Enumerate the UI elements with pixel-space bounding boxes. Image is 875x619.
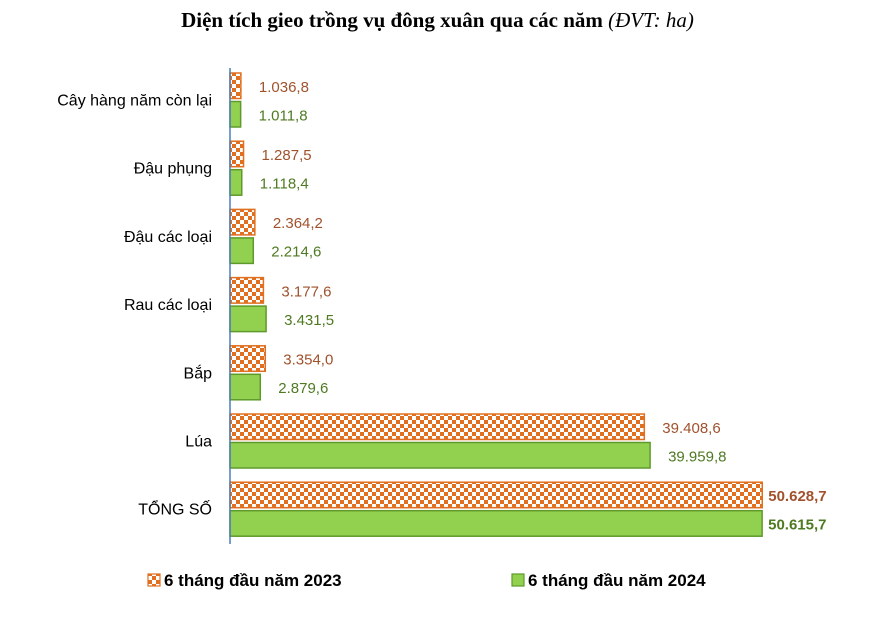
chart-title-unit: (ĐVT: ha) [608,8,694,32]
value-label-2024: 2.879,6 [278,380,328,397]
value-label-2024: 2.214,6 [271,244,321,261]
bar-2024 [229,509,763,537]
category-label: TỔNG SỐ [138,499,212,519]
category-label: Đậu phụng [134,161,212,178]
chart-title: Diện tích gieo trồng vụ đông xuân qua cá… [0,8,875,33]
bar-2023 [229,481,764,509]
bar-2023 [229,208,256,236]
bar-2024 [229,441,651,469]
value-label-2023: 39.408,6 [662,420,720,437]
value-label-2024: 1.011,8 [259,107,308,124]
bar-2023 [229,345,267,373]
value-label-2023: 1.287,5 [262,147,312,164]
category-label: Lúa [185,434,212,451]
value-label-2023: 1.036,8 [259,79,309,96]
category-label: Rau các loại [124,297,212,314]
value-labels: 1.036,8 1.011,8 1.287,5 1.118,4 2.364,2 2.214… [259,79,827,534]
bar-2024 [229,100,242,128]
legend-swatch-2023 [147,573,161,587]
value-label-2024: 3.431,5 [284,312,334,329]
bar-2024 [229,373,262,401]
category-label: Đậu các loại [124,229,212,246]
legend-swatch-2024 [511,573,525,587]
value-label-2024: 39.959,8 [668,448,726,465]
legend-label-2023: 6 tháng đầu năm 2023 [164,571,342,590]
value-label-2023: 3.354,0 [283,352,333,369]
legend: 6 tháng đầu năm 2023 6 tháng đầu năm 2024 [147,571,706,590]
bar-2024 [229,305,267,333]
legend-label-2024: 6 tháng đầu năm 2024 [528,571,706,590]
value-label-2023: 50.628,7 [768,488,826,505]
bar-2024 [229,168,243,196]
category-labels: Cây hàng năm còn lại Đậu phụng Đậu các loạ… [57,93,212,519]
value-label-2023: 3.177,6 [281,283,331,300]
category-label: Cây hàng năm còn lại [57,93,212,110]
value-label-2024: 1.118,4 [260,175,309,192]
bars-group [229,72,764,537]
bar-2023 [229,72,242,100]
bar-2023 [229,413,646,441]
value-label-2023: 2.364,2 [273,215,323,232]
chart-title-text: Diện tích gieo trồng vụ đông xuân qua cá… [181,8,603,32]
bar-2023 [229,140,245,168]
bar-2024 [229,237,255,265]
category-label: Bắp [184,363,213,382]
value-label-2024: 50.615,7 [768,516,826,533]
bar-2023 [229,276,265,304]
